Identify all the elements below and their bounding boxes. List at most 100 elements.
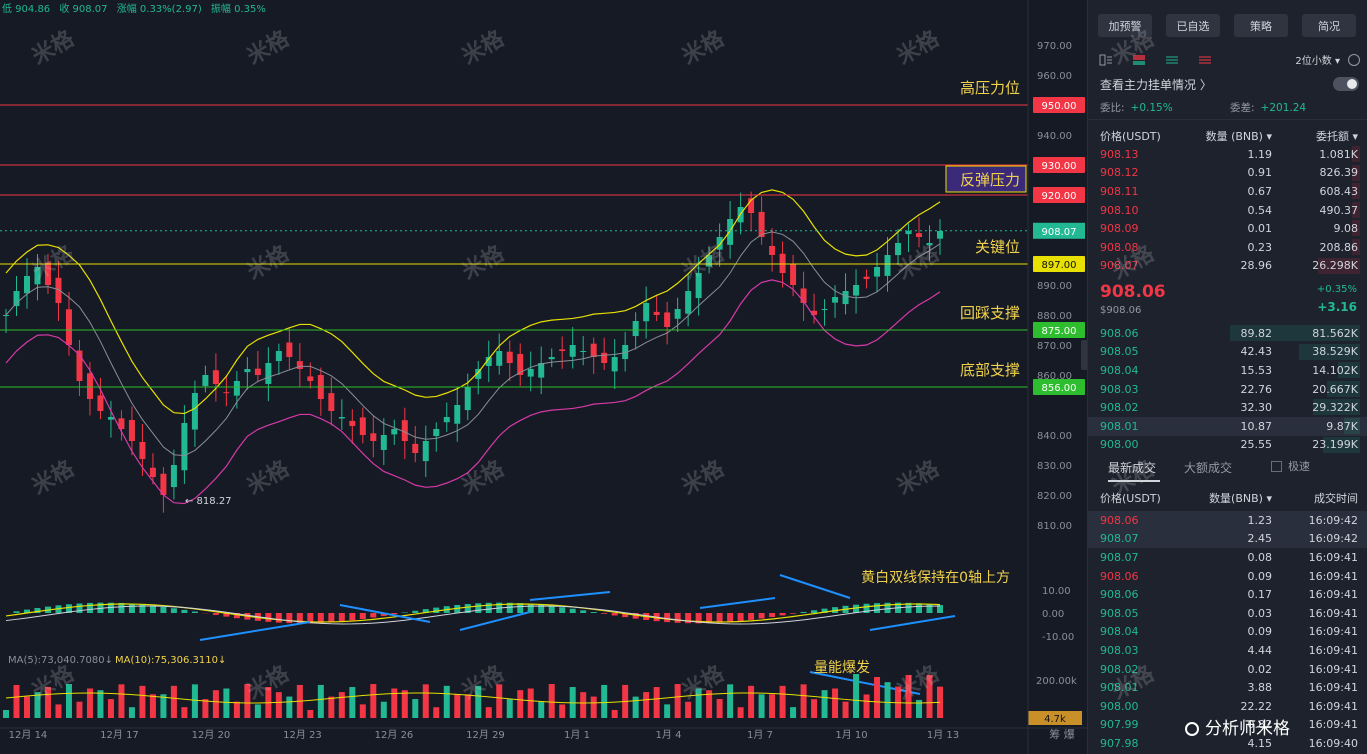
bid-row[interactable]: 908.00 25.55 23.199K: [1088, 436, 1367, 455]
add-alert-button[interactable]: 加预警: [1098, 14, 1152, 37]
volume-bar: [202, 699, 209, 718]
mid-price-usd: $908.06: [1100, 305, 1142, 316]
settings-icon[interactable]: [1348, 53, 1360, 66]
level-label: 底部支撑: [960, 361, 1020, 379]
ask-row[interactable]: 908.07 28.96 26.298K: [1088, 257, 1367, 276]
trade-price: 908.04: [1100, 625, 1139, 639]
macd-histogram-bar: [317, 613, 324, 623]
level-tag-text: 930.00: [1042, 161, 1077, 172]
bid-row[interactable]: 908.03 22.76 20.667K: [1088, 380, 1367, 399]
trade-time: 16:09:41: [1308, 550, 1358, 564]
bid-row[interactable]: 908.02 32.30 29.322K: [1088, 398, 1367, 417]
volume-bar: [769, 694, 776, 718]
candle-body: [716, 237, 723, 250]
candle-body: [863, 276, 870, 279]
overview-button[interactable]: 简况: [1302, 14, 1356, 37]
ask-row[interactable]: 908.08 0.23 208.86: [1088, 238, 1367, 257]
mainforce-toggle[interactable]: [1333, 77, 1359, 91]
view-bids-icon[interactable]: [1162, 53, 1182, 67]
volume-bar: [706, 690, 713, 718]
candle-body: [34, 267, 41, 285]
tab-latest-trades[interactable]: 最新成交: [1108, 461, 1157, 475]
ask-amount: 490.37: [1319, 203, 1359, 217]
mid-change-percent: +0.35%: [1316, 284, 1357, 295]
watchlist-button[interactable]: 已自选: [1166, 14, 1220, 37]
macd-histogram-bar: [706, 613, 713, 624]
level-tag: [1033, 379, 1085, 395]
ob-col-amount[interactable]: 委托额 ▾: [1315, 130, 1358, 143]
decimals-value: 2位小数: [1295, 56, 1332, 67]
macd-histogram-bar: [485, 602, 492, 613]
volume-bar: [790, 707, 797, 718]
candlestick-chart-svg[interactable]: 970.00 960.00 940.00 890.00 880.00 870.00 860.…: [0, 0, 1087, 754]
checkbox-icon[interactable]: [1271, 460, 1282, 472]
macd-histogram-bar: [65, 604, 72, 613]
candle-body: [895, 243, 902, 256]
candle-body: [118, 418, 125, 429]
fast-mode-checkbox[interactable]: 极速: [1271, 458, 1310, 474]
volume-bar: [128, 707, 135, 718]
volume-bar: [76, 701, 83, 718]
ratio-value: +0.15%: [1130, 102, 1173, 114]
y-tick-label: 840.00: [1037, 431, 1072, 442]
volume-bar: [160, 694, 167, 718]
ask-price: 908.07: [1100, 259, 1139, 273]
ask-row[interactable]: 908.11 0.67 608.43: [1088, 182, 1367, 201]
macd-histogram-bar: [685, 613, 692, 624]
volume-bar: [926, 674, 933, 718]
candle-body: [44, 262, 51, 285]
macd-histogram-bar: [590, 612, 597, 613]
trade-price: 908.06: [1100, 588, 1139, 602]
bid-row[interactable]: 908.04 15.53 14.102K: [1088, 361, 1367, 380]
ask-row[interactable]: 908.13 1.19 1.081K: [1088, 145, 1367, 164]
candle-body: [811, 310, 818, 315]
macd-histogram-bar: [790, 613, 797, 614]
candle-body: [202, 375, 209, 387]
bid-amount: 14.102K: [1312, 363, 1358, 377]
x-tick-label: 1月 1: [564, 729, 590, 741]
y-tick-label: 830.00: [1037, 461, 1072, 472]
bid-row[interactable]: 908.06 89.82 81.562K: [1088, 324, 1367, 343]
macd-histogram-bar: [160, 606, 167, 613]
bid-price: 908.01: [1100, 419, 1139, 433]
bid-row[interactable]: 908.01 10.87 9.87K: [1088, 416, 1367, 436]
macd-histogram-bar: [433, 607, 440, 613]
mainforce-orders-link[interactable]: 查看主力挂单情况 〉: [1100, 78, 1212, 92]
tab-block-trades[interactable]: 大额成交: [1184, 461, 1233, 475]
annotation-arrow: [809, 671, 921, 695]
price-chart[interactable]: 970.00 960.00 940.00 890.00 880.00 870.00 860.…: [0, 0, 1087, 754]
view-asks-icon[interactable]: [1195, 53, 1215, 67]
volume-bar: [23, 696, 30, 718]
volume-bar: [3, 710, 9, 718]
bid-price: 908.02: [1100, 401, 1139, 415]
volume-bar: [454, 694, 461, 718]
volume-bar: [779, 685, 786, 718]
volume-bar: [65, 684, 72, 718]
bid-price: 908.04: [1100, 363, 1139, 377]
ob-col-qty[interactable]: 数量 (BNB) ▾: [1205, 130, 1272, 143]
ask-row[interactable]: 908.10 0.54 490.37: [1088, 201, 1367, 220]
ma10-legend: MA(10):75,306.3110↓: [115, 655, 226, 666]
current-price-text: 908.07: [1042, 227, 1077, 238]
strategy-button[interactable]: 策略: [1234, 14, 1288, 37]
view-bids-asks-icon[interactable]: [1129, 53, 1149, 67]
panel-collapse-handle[interactable]: [1081, 340, 1088, 370]
trade-qty: 4.15: [1247, 736, 1273, 750]
ask-qty: 28.96: [1240, 259, 1273, 273]
dea-line: [5, 605, 941, 625]
candle-body: [916, 233, 923, 237]
bid-row[interactable]: 908.05 42.43 38.529K: [1088, 343, 1367, 362]
y-tick-label: 810.00: [1037, 521, 1072, 532]
stat-amplitude: 振幅 0.35%: [210, 4, 266, 15]
view-both-icon[interactable]: [1096, 53, 1116, 67]
ask-row[interactable]: 908.12 0.91 826.39: [1088, 164, 1367, 183]
macd-histogram-bar: [233, 613, 240, 619]
th-col-qty[interactable]: 数量(BNB) ▾: [1209, 492, 1272, 505]
candle-body: [884, 255, 891, 276]
decimals-select[interactable]: 2位小数 ▾: [1295, 52, 1340, 67]
ask-row[interactable]: 908.09 0.01 9.08: [1088, 219, 1367, 238]
macd-histogram-bar: [475, 603, 482, 613]
candle-body: [527, 369, 534, 377]
bid-amount: 9.87K: [1326, 419, 1358, 433]
macd-histogram-bar: [296, 613, 303, 624]
